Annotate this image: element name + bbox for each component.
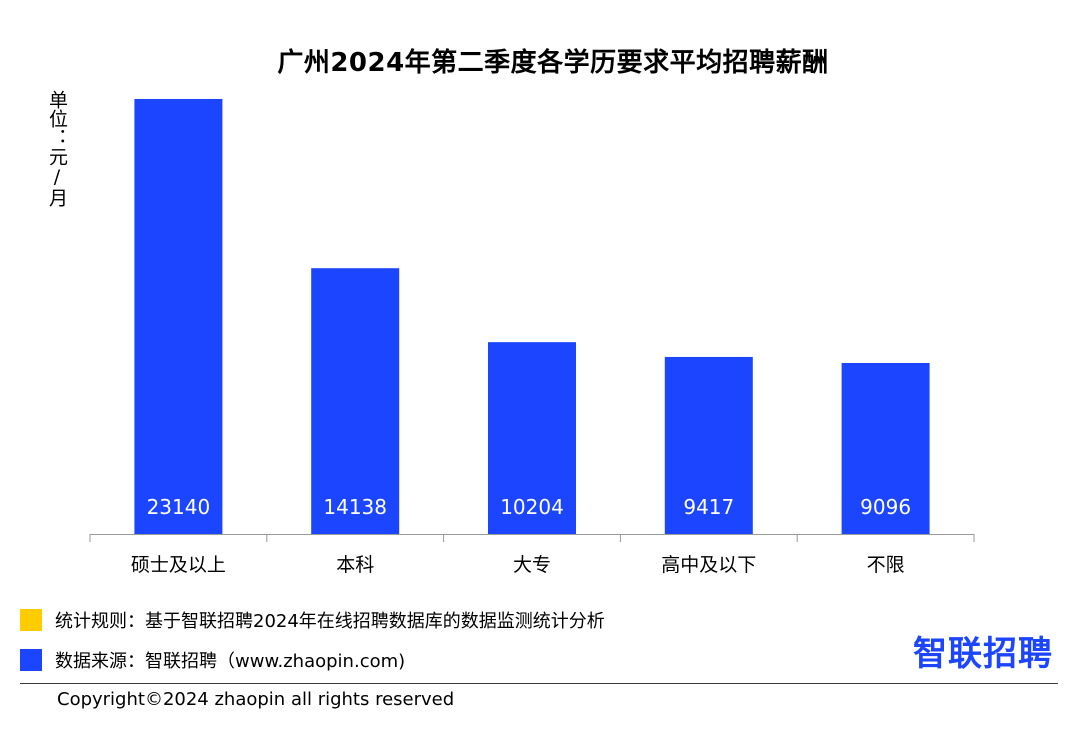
y-axis-unit-label: 单位：元/月 (46, 90, 68, 207)
footer-divider (20, 683, 1058, 684)
bar-3 (488, 342, 576, 534)
data-source-note: 数据来源：智联招聘（www.zhaopin.com) (20, 648, 405, 672)
bar-chart: 23140 硕士及以上 14138 本科 10204 大专 9417 高中及以下 9096 不限 (89, 98, 975, 576)
zhaopin-logo: 智联招聘 (913, 634, 1053, 674)
bar-1 (134, 98, 223, 534)
x-tick-label-2: 本科 (336, 554, 374, 576)
copyright-text: Copyright©2024 zhaopin all rights reserv… (57, 689, 455, 710)
x-tick-label-1: 硕士及以上 (131, 554, 226, 576)
bar-4 (664, 356, 753, 534)
statistics-rule-note: 统计规则：基于智联招聘2024年在线招聘数据库的数据监测统计分析 (20, 608, 605, 632)
x-tick-label-4: 高中及以下 (661, 554, 756, 576)
bar-value-label-1: 23140 (147, 495, 211, 519)
x-tick-label-5: 不限 (867, 554, 905, 576)
bar-value-label-2: 14138 (323, 495, 387, 519)
x-tick-label-3: 大专 (513, 554, 551, 576)
blue-square-icon (20, 649, 42, 671)
data-source-text: 数据来源：智联招聘（www.zhaopin.com) (55, 651, 406, 672)
statistics-rule-text: 统计规则：基于智联招聘2024年在线招聘数据库的数据监测统计分析 (55, 611, 605, 632)
bar-value-label-3: 10204 (500, 495, 564, 519)
chart-title: 广州2024年第二季度各学历要求平均招聘薪酬 (277, 48, 829, 78)
bar-value-label-4: 9417 (683, 495, 734, 519)
bar-2 (311, 268, 400, 534)
bar-5 (841, 362, 930, 534)
yellow-square-icon (20, 609, 42, 631)
bar-value-label-5: 9096 (860, 495, 911, 519)
